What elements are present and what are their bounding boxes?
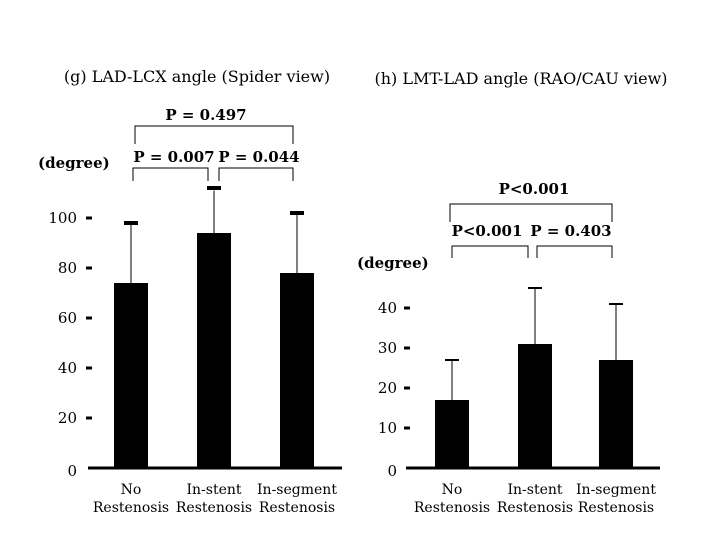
- chart-g: (g) LAD-LCX angle (Spider view) (degree)…: [38, 67, 342, 516]
- category-label: Restenosis: [93, 500, 169, 516]
- y-tick-label: 80: [58, 259, 77, 277]
- category-label: No: [442, 482, 463, 498]
- category-label: In-stent: [507, 482, 562, 498]
- y-tick-label: 60: [58, 309, 77, 327]
- chart-g-title: (g) LAD-LCX angle (Spider view): [64, 67, 330, 86]
- y-tick-label: 20: [58, 409, 77, 427]
- chart-g-categories: No Restenosis In-stent Restenosis In-segment…: [93, 482, 337, 516]
- chart-h-bars: [435, 287, 633, 468]
- category-label: Restenosis: [259, 500, 335, 516]
- chart-g-right-p: P = 0.044: [218, 148, 299, 166]
- chart-h-top-p: P<0.001: [499, 180, 570, 198]
- y-tick-label: 40: [58, 359, 77, 377]
- chart-h-top-bracket: [449, 203, 613, 222]
- bar: [197, 233, 231, 468]
- chart-h-categories: NoRestenosisIn-stentRestenosisIn-segment…: [414, 482, 656, 516]
- chart-h-right-p: P = 0.403: [530, 222, 611, 240]
- chart-h-y-ticks: 0 10 20 30 40: [378, 299, 410, 480]
- y-tick-label: 0: [67, 462, 77, 480]
- y-tick-label: 0: [387, 462, 397, 480]
- chart-g-ylabel: (degree): [38, 154, 110, 172]
- chart-h-left-bracket: [451, 245, 529, 258]
- bar: [280, 273, 314, 468]
- chart-h-ylabel: (degree): [357, 254, 429, 272]
- y-tick-label: 100: [48, 209, 77, 227]
- category-label: In-stent: [186, 482, 241, 498]
- y-tick-label: 10: [378, 419, 397, 437]
- category-label: No: [121, 482, 142, 498]
- chart-g-left-bracket: [132, 167, 209, 181]
- chart-h-right-bracket: [536, 245, 613, 258]
- category-label: Restenosis: [176, 500, 252, 516]
- chart-h-left-p: P<0.001: [452, 222, 523, 240]
- category-label: Restenosis: [414, 500, 490, 516]
- chart-g-left-p: P = 0.007: [133, 148, 214, 166]
- category-label: In-segment: [257, 482, 337, 498]
- chart-g-right-bracket: [218, 167, 294, 181]
- y-tick-label: 20: [378, 379, 397, 397]
- bar: [435, 400, 469, 468]
- chart-g-y-ticks: 0 20 40 60 80 100: [48, 209, 92, 480]
- category-label: Restenosis: [497, 500, 573, 516]
- y-tick-label: 40: [378, 299, 397, 317]
- chart-h: (h) LMT-LAD angle (RAO/CAU view) (degree…: [357, 69, 668, 516]
- chart-g-top-bracket: [134, 125, 294, 144]
- category-label: Restenosis: [578, 500, 654, 516]
- bar: [114, 283, 148, 468]
- bar: [518, 344, 552, 468]
- bar: [599, 360, 633, 468]
- category-label: In-segment: [576, 482, 656, 498]
- chart-h-title: (h) LMT-LAD angle (RAO/CAU view): [374, 69, 667, 88]
- chart-g-bars: [114, 186, 314, 468]
- y-tick-label: 30: [378, 339, 397, 357]
- chart-g-top-p: P = 0.497: [165, 106, 246, 124]
